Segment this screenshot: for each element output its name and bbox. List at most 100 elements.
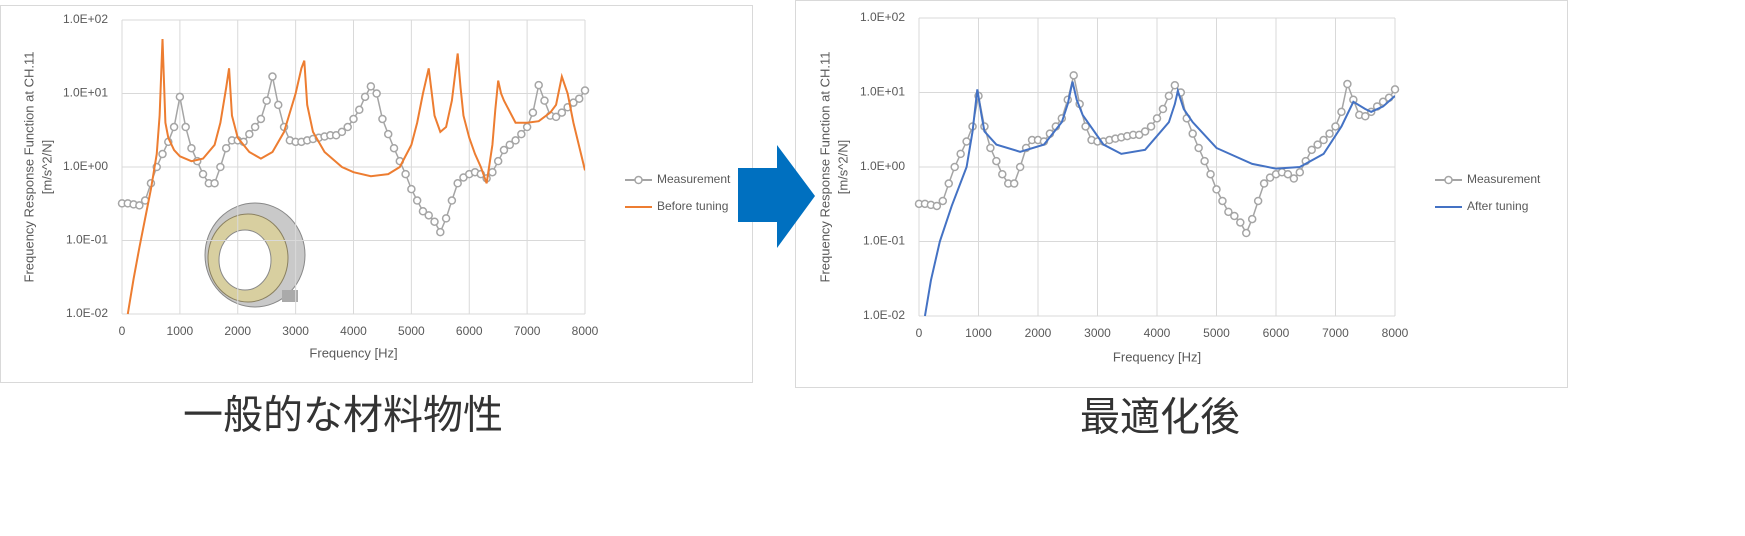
x-tick-label: 2000: [1025, 326, 1052, 340]
panel-right: [795, 0, 1568, 388]
marker: [1158, 104, 1168, 114]
marker: [349, 114, 358, 124]
legend-label: Measurement: [1467, 172, 1541, 186]
marker: [1289, 174, 1299, 183]
marker: [1170, 81, 1180, 90]
marker: [135, 201, 144, 210]
x-tick-label: 4000: [340, 324, 367, 338]
y-tick-label: 1.0E+02: [860, 10, 905, 24]
y-tick-label: 1.0E+01: [860, 85, 905, 99]
legend-label: Measurement: [657, 172, 731, 186]
caption: 最適化後: [1080, 396, 1240, 440]
bearing-image: [204, 202, 306, 308]
marker: [355, 105, 364, 115]
marker: [187, 143, 196, 153]
marker: [337, 127, 347, 137]
x-tick-label: 5000: [1203, 326, 1230, 340]
marker: [1307, 145, 1316, 155]
x-tick-label: 7000: [1322, 326, 1349, 340]
x-axis-title: Frequency [Hz]: [309, 345, 397, 360]
marker: [499, 145, 509, 155]
marker: [412, 196, 422, 205]
marker: [998, 169, 1007, 179]
y-axis-title: Frequency Response Function at CH.11: [817, 52, 832, 283]
y-tick-label: 1.0E-01: [66, 233, 108, 247]
marker: [198, 169, 208, 179]
x-tick-label: 8000: [1382, 326, 1409, 340]
marker: [1325, 129, 1334, 138]
y-tick-label: 1.0E-02: [66, 306, 108, 320]
marker: [250, 122, 260, 132]
arrow: [738, 145, 815, 248]
marker: [574, 94, 584, 103]
marker: [1295, 168, 1305, 177]
x-tick-label: 5000: [398, 324, 425, 338]
marker: [158, 149, 167, 159]
marker: [950, 162, 959, 172]
y-tick-label: 1.0E-01: [863, 234, 905, 248]
marker: [175, 92, 185, 102]
marker: [522, 122, 532, 132]
marker: [1247, 214, 1257, 224]
legend-marker: [634, 175, 643, 185]
marker: [488, 167, 497, 177]
marker: [511, 136, 520, 145]
x-axis-title: Frequency [Hz]: [1113, 349, 1201, 364]
marker: [962, 137, 971, 146]
marker: [181, 122, 190, 132]
marker: [1164, 91, 1174, 101]
marker: [1212, 185, 1221, 194]
marker: [221, 143, 231, 153]
marker: [1069, 71, 1078, 80]
marker: [256, 114, 266, 124]
marker: [1230, 211, 1239, 221]
marker: [1343, 79, 1352, 89]
marker: [1152, 114, 1162, 123]
marker: [1146, 122, 1156, 131]
marker: [1337, 107, 1346, 117]
marker: [1236, 218, 1245, 227]
marker: [383, 129, 393, 139]
marker: [1319, 135, 1328, 145]
y-tick-label: 1.0E+00: [860, 159, 905, 173]
marker: [956, 149, 965, 159]
marker: [1009, 179, 1019, 188]
marker: [389, 143, 399, 153]
marker: [1194, 143, 1203, 153]
x-tick-label: 8000: [572, 324, 599, 338]
x-tick-label: 0: [916, 326, 923, 340]
marker: [992, 156, 1001, 166]
marker: [262, 96, 271, 105]
marker: [551, 112, 561, 122]
marker: [1200, 156, 1209, 166]
y-tick-label: 1.0E+01: [63, 86, 108, 100]
y-tick-label: 1.0E-02: [863, 308, 905, 322]
marker: [372, 89, 381, 98]
marker: [378, 114, 387, 124]
marker: [274, 100, 283, 110]
marker: [447, 196, 457, 205]
marker: [1313, 140, 1322, 149]
marker: [1140, 127, 1150, 136]
marker: [418, 207, 428, 216]
marker: [169, 122, 179, 132]
marker: [1253, 196, 1263, 206]
y-tick-label: 1.0E+02: [63, 12, 108, 26]
marker: [1283, 169, 1293, 179]
marker: [216, 162, 225, 172]
x-tick-label: 7000: [514, 324, 541, 338]
marker: [343, 122, 352, 132]
marker: [360, 92, 370, 102]
marker: [441, 214, 451, 223]
legend-label: Before tuning: [657, 199, 728, 213]
marker: [1390, 85, 1400, 94]
x-tick-label: 0: [119, 324, 126, 338]
marker: [932, 201, 942, 211]
x-tick-label: 4000: [1144, 326, 1171, 340]
marker: [1259, 179, 1269, 188]
marker: [944, 179, 953, 188]
panel-left: [0, 5, 753, 383]
marker: [407, 184, 416, 194]
